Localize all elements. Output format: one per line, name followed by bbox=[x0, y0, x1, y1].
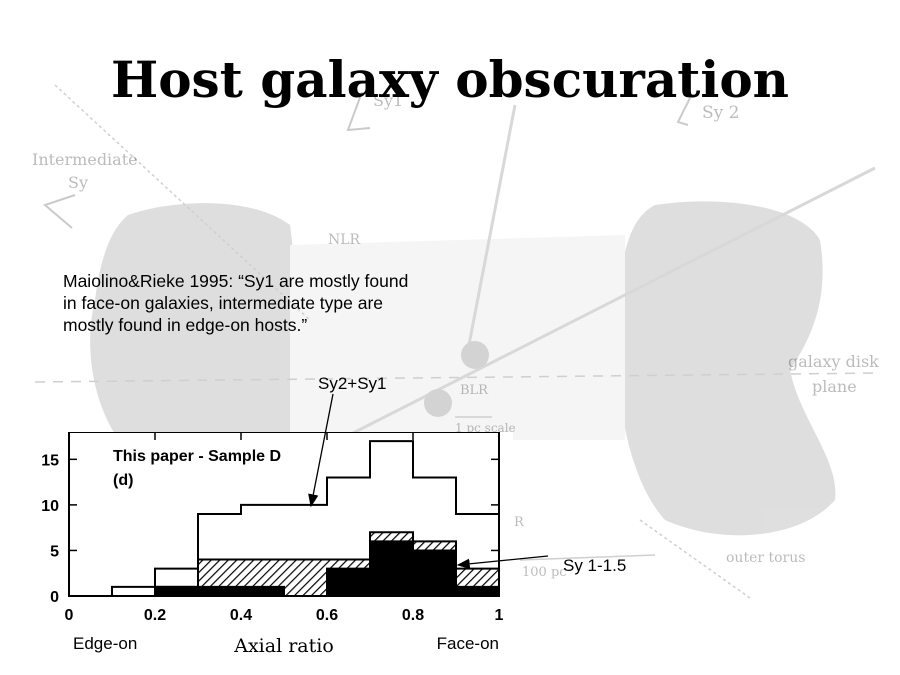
y-tick-label: 15 bbox=[41, 452, 59, 469]
bg-label-blr: BLR bbox=[460, 383, 489, 398]
blr-cloud-lower bbox=[424, 389, 452, 417]
sight-line-sy2 bbox=[299, 166, 876, 462]
bg-label-100pc: 100 pc bbox=[522, 565, 567, 580]
sight-line-edge bbox=[639, 519, 751, 599]
x-extreme-label-right: Face-on bbox=[437, 634, 499, 653]
bg-label-intermediate: Intermediate bbox=[32, 150, 138, 169]
bg-label-outer-torus: outer torus bbox=[726, 550, 805, 566]
chart-title: This paper - Sample D bbox=[113, 448, 281, 465]
bar-series3-bin8 bbox=[370, 541, 413, 596]
eye-icon-intermediate bbox=[43, 194, 76, 229]
bg-label-r: R bbox=[514, 515, 525, 530]
callout-sy2-sy1: Sy2+Sy1 bbox=[318, 374, 387, 393]
bar-series3-bin7 bbox=[327, 568, 370, 596]
bar-series3-bin10 bbox=[456, 586, 499, 596]
bar-series3-bin9 bbox=[413, 550, 456, 596]
x-axis-label: Axial ratio bbox=[233, 635, 334, 657]
bg-label-sy2: Sy 2 bbox=[702, 103, 739, 123]
torus-right-lobe bbox=[616, 201, 836, 536]
y-tick-label: 5 bbox=[50, 543, 59, 560]
x-tick-label: 1 bbox=[495, 607, 504, 624]
x-extreme-label-left: Edge-on bbox=[73, 634, 137, 653]
bg-label-intermediate-sy: Sy bbox=[68, 173, 88, 192]
blr-cloud-upper bbox=[461, 341, 489, 369]
torus-left-lobe bbox=[90, 203, 301, 474]
x-tick-label: 0.6 bbox=[316, 607, 338, 624]
bar-series2-bin6 bbox=[284, 559, 327, 596]
bar-series3-bin3 bbox=[155, 586, 198, 596]
y-tick-label: 0 bbox=[50, 589, 59, 606]
callout-sy1-1-5: Sy 1-1.5 bbox=[563, 556, 627, 575]
slide-title: Host galaxy obscuration bbox=[110, 50, 790, 109]
quote-text: Maiolino&Rieke 1995: “Sy1 are mostly fou… bbox=[63, 271, 409, 335]
bg-label-sy1: Sy1 bbox=[373, 91, 403, 110]
disk-plane-line bbox=[34, 372, 881, 383]
sight-line-intermediate bbox=[54, 84, 311, 321]
y-tick-label: 10 bbox=[41, 498, 59, 515]
eye-icon-sy1 bbox=[346, 91, 371, 132]
x-tick-label: 0 bbox=[65, 607, 74, 624]
bar-series3-bin5 bbox=[241, 586, 284, 596]
bar-series3-bin4 bbox=[198, 586, 241, 596]
bg-label-plane: plane bbox=[812, 377, 857, 396]
sight-line-sy1 bbox=[466, 104, 517, 351]
chart-subtitle: (d) bbox=[113, 472, 133, 489]
eye-icon-sy2 bbox=[676, 97, 691, 126]
x-tick-label: 0.8 bbox=[402, 607, 424, 624]
nlr-cone bbox=[290, 235, 625, 440]
histogram-panel: 0 0.2 0.4 0.6 0.8 1 0 5 10 15 This paper - Sample… bbox=[16, 432, 513, 659]
x-tick-label: 0.2 bbox=[144, 607, 166, 624]
bg-label-galaxy-disk: galaxy disk bbox=[788, 352, 879, 371]
x-tick-label: 0.4 bbox=[230, 607, 252, 624]
bg-label-nlr: NLR bbox=[328, 232, 361, 248]
bar-series1-bin2 bbox=[112, 586, 155, 596]
